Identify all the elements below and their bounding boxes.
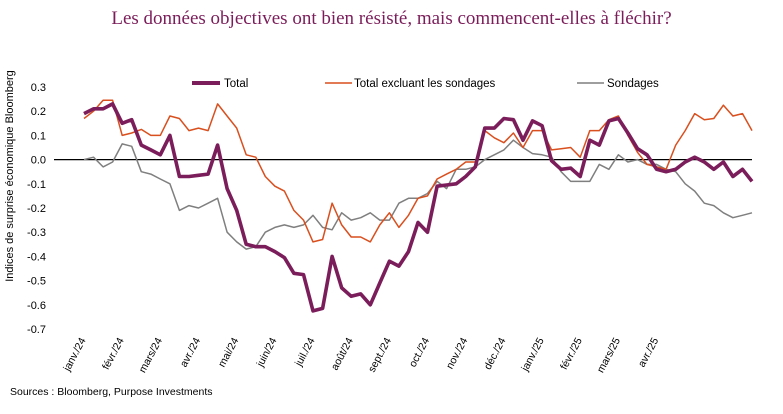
x-tick-label: déc./24 [482,336,509,372]
series-line-total [83,102,754,313]
y-tick-label: -0.7 [27,324,46,336]
y-axis-label: Indices de surprise économique Bloomberg [4,70,16,282]
x-tick-label: févr./24 [100,336,127,372]
x-tick-label: oct./24 [407,336,432,370]
x-tick-label: avr./24 [178,336,203,370]
x-tick-label: nov./24 [444,336,470,371]
y-tick-label: -0.2 [27,203,46,215]
y-tick-labels: 0.3 0.2 0.1 0.0 -0.1 -0.2 -0.3 -0.4 -0.5 -0.6 -0.7 [27,82,46,336]
legend-label-total: Total [224,78,248,90]
series-lines [83,99,754,313]
y-tick-label: 0.1 [31,130,46,142]
y-tick-label: -0.5 [27,276,46,288]
legend: Total Total excluant les sondages Sondag… [192,78,659,90]
series-line-excl-sondages [83,99,753,243]
x-tick-label: janv./25 [519,336,547,374]
x-tick-label: juil./24 [292,336,317,369]
x-tick-label: mars/24 [137,336,165,375]
y-tick-label: -0.4 [27,251,46,263]
chart-title: Les données objectives ont bien résisté,… [111,8,672,29]
x-tick-label: janv./24 [61,336,89,374]
x-tick-labels: janv./24 févr./24 mars/24 avr./24 mai/24 juin… [61,336,662,375]
y-tick-label: -0.1 [27,179,46,191]
series-line-sondages [83,139,753,250]
source-note: Sources : Bloomberg, Purpose Investments [10,386,213,398]
x-tick-label: févr./25 [558,336,585,372]
x-tick-label: août/24 [329,336,356,373]
y-tick-label: 0.0 [31,155,46,167]
legend-label-excl: Total excluant les sondages [354,78,496,90]
x-tick-label: sept./24 [366,336,394,375]
y-tick-label: 0.3 [31,82,46,94]
y-tick-label: -0.6 [27,300,46,312]
y-tick-label: 0.2 [31,106,46,118]
y-tick-label: -0.3 [27,227,46,239]
x-tick-label: mars/25 [595,336,623,375]
x-tick-label: juin/24 [254,336,280,370]
x-tick-label: mai/24 [216,336,241,370]
x-tick-label: avr./25 [636,336,661,370]
legend-label-sondages: Sondages [607,78,659,90]
